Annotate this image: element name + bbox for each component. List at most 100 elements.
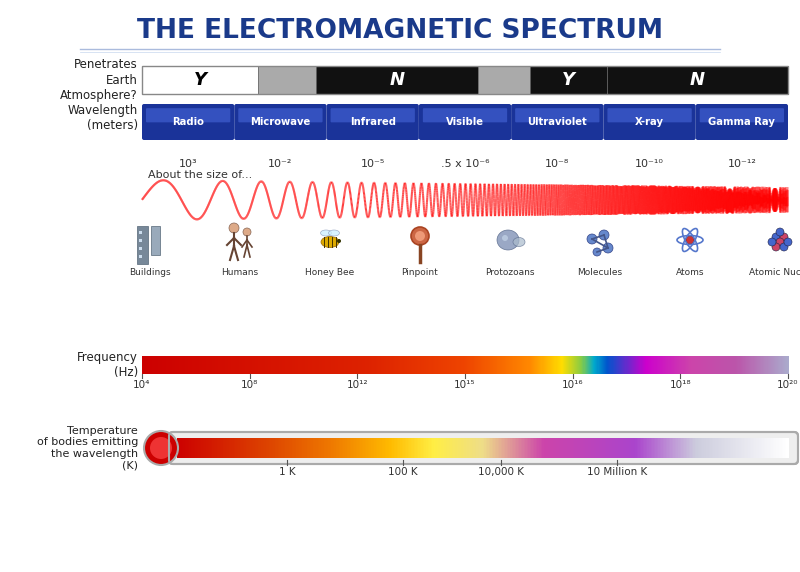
Bar [290,356,292,374]
Bar [215,356,217,374]
Bar [255,356,257,374]
Bar [551,356,553,374]
Bar [688,356,690,374]
Bar [633,356,634,374]
Bar [744,356,746,374]
Bar [554,356,556,374]
Bar [501,356,502,374]
Text: THE ELECTROMAGNETIC SPECTRUM: THE ELECTROMAGNETIC SPECTRUM [137,18,663,44]
Bar [283,356,285,374]
Bar [758,356,759,374]
Text: N: N [690,71,705,89]
Bar [726,438,727,458]
Bar [242,438,245,458]
Bar [200,438,202,458]
Bar [210,356,211,374]
Bar [390,356,391,374]
Bar [371,438,373,458]
Bar [661,356,662,374]
Bar [576,438,578,458]
Bar [409,438,411,458]
Bar [142,66,258,94]
Bar [498,438,500,458]
Bar [178,438,181,458]
Bar [466,356,468,374]
Bar [324,438,326,458]
Circle shape [337,239,341,243]
Bar [222,356,224,374]
Bar [738,356,739,374]
Bar [452,356,454,374]
Bar [465,356,466,374]
Bar [443,356,445,374]
Bar [763,438,766,458]
Bar [386,356,387,374]
Bar [590,438,591,458]
Bar [348,438,350,458]
Bar [406,356,407,374]
Bar [478,438,480,458]
Bar [505,356,506,374]
Bar [182,438,184,458]
Bar [700,356,702,374]
Bar [154,356,155,374]
Bar [346,438,349,458]
Bar [206,438,208,458]
Bar [365,438,367,458]
Bar [359,356,361,374]
Bar [760,356,762,374]
Bar [545,438,547,458]
Text: 10⁻⁸: 10⁻⁸ [545,159,570,169]
Bar [469,438,470,458]
Bar [356,438,358,458]
Bar [695,438,697,458]
Bar [142,356,143,374]
Bar [586,438,588,458]
Bar [267,438,269,458]
Bar [414,356,416,374]
Bar [409,356,410,374]
Bar [645,356,646,374]
Circle shape [772,233,780,241]
Bar [139,247,142,250]
Bar [144,356,146,374]
Bar [675,356,677,374]
Bar [778,356,780,374]
Bar [597,438,599,458]
Bar [430,438,433,458]
Bar [682,356,683,374]
Bar [556,438,558,458]
Bar [742,356,743,374]
Bar [175,356,177,374]
Bar [651,356,653,374]
Bar [766,356,767,374]
Bar [510,356,512,374]
Bar [289,438,290,458]
Bar [649,356,650,374]
Bar [634,438,636,458]
Bar [490,438,492,458]
Bar [493,356,494,374]
Bar [780,438,782,458]
Bar [422,438,423,458]
Bar [146,356,147,374]
Bar [442,356,444,374]
Bar [426,356,428,374]
Bar [420,356,422,374]
Bar [355,356,357,374]
Bar [718,356,719,374]
Bar [710,438,712,458]
Bar [733,438,735,458]
Bar [695,356,697,374]
Bar [754,356,756,374]
Bar [203,438,205,458]
Bar [499,438,502,458]
Bar [149,356,150,374]
Bar [300,356,302,374]
Bar [320,356,322,374]
Bar [698,356,699,374]
Bar [478,66,530,94]
Bar [580,438,582,458]
Bar [387,356,389,374]
Text: Wavelength
(meters): Wavelength (meters) [68,104,138,132]
